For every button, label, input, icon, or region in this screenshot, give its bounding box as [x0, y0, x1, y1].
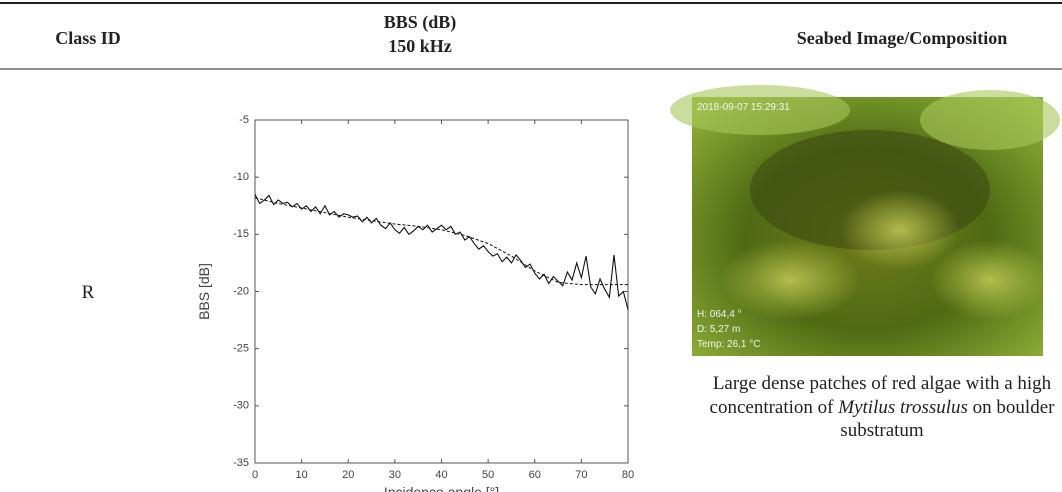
- header-bbs-freq: 150 kHz: [388, 36, 452, 56]
- y-tick-label: -25: [233, 343, 249, 355]
- photo-overlay: H: 064,4 °: [697, 309, 742, 320]
- x-tick-label: 30: [389, 469, 401, 481]
- header-bbs: BBS (dB): [384, 12, 457, 33]
- caption: Large dense patches of red algae with a …: [708, 372, 1056, 443]
- photo-overlay: Temp: 26,1 °C: [697, 339, 760, 350]
- x-tick-label: 60: [529, 469, 541, 481]
- header-image: Seabed Image/Composition: [797, 28, 1008, 48]
- x-tick-label: 70: [575, 469, 587, 481]
- class-id: R: [82, 282, 95, 303]
- caption-species: Mytilus trossulus: [838, 396, 968, 418]
- x-tick-label: 80: [622, 469, 634, 481]
- x-tick-label: 20: [342, 469, 354, 481]
- y-tick-label: -10: [233, 171, 249, 183]
- photo-timestamp: 2018-09-07 15:29:31: [697, 102, 790, 113]
- data-line: [254, 197, 628, 286]
- y-tick-label: -15: [233, 228, 249, 240]
- x-tick-label: 0: [252, 469, 258, 481]
- data-line: [254, 194, 629, 310]
- seabed-photo: 2018-09-07 15:29:31 H: 064,4 ° D: 5,27 m…: [670, 85, 1060, 356]
- y-tick-label: -5: [239, 114, 249, 126]
- photo-overlay: D: 5,27 m: [697, 324, 740, 335]
- caption-text: on boulder substratum: [840, 396, 1055, 442]
- caption-text: Large dense patches of red algae with a …: [709, 373, 1052, 418]
- header-class-id: Class ID: [55, 28, 121, 48]
- y-tick-label: -30: [233, 400, 249, 412]
- x-axis-label: Incidence angle [°]: [384, 484, 499, 492]
- x-tick-label: 10: [296, 469, 308, 481]
- x-tick-label: 40: [435, 469, 447, 481]
- x-tick-label: 50: [482, 469, 494, 481]
- plot-frame: [254, 119, 629, 464]
- y-axis-label: BBS [dB]: [196, 263, 212, 320]
- y-tick-label: -35: [233, 457, 249, 469]
- y-tick-label: -20: [233, 285, 249, 297]
